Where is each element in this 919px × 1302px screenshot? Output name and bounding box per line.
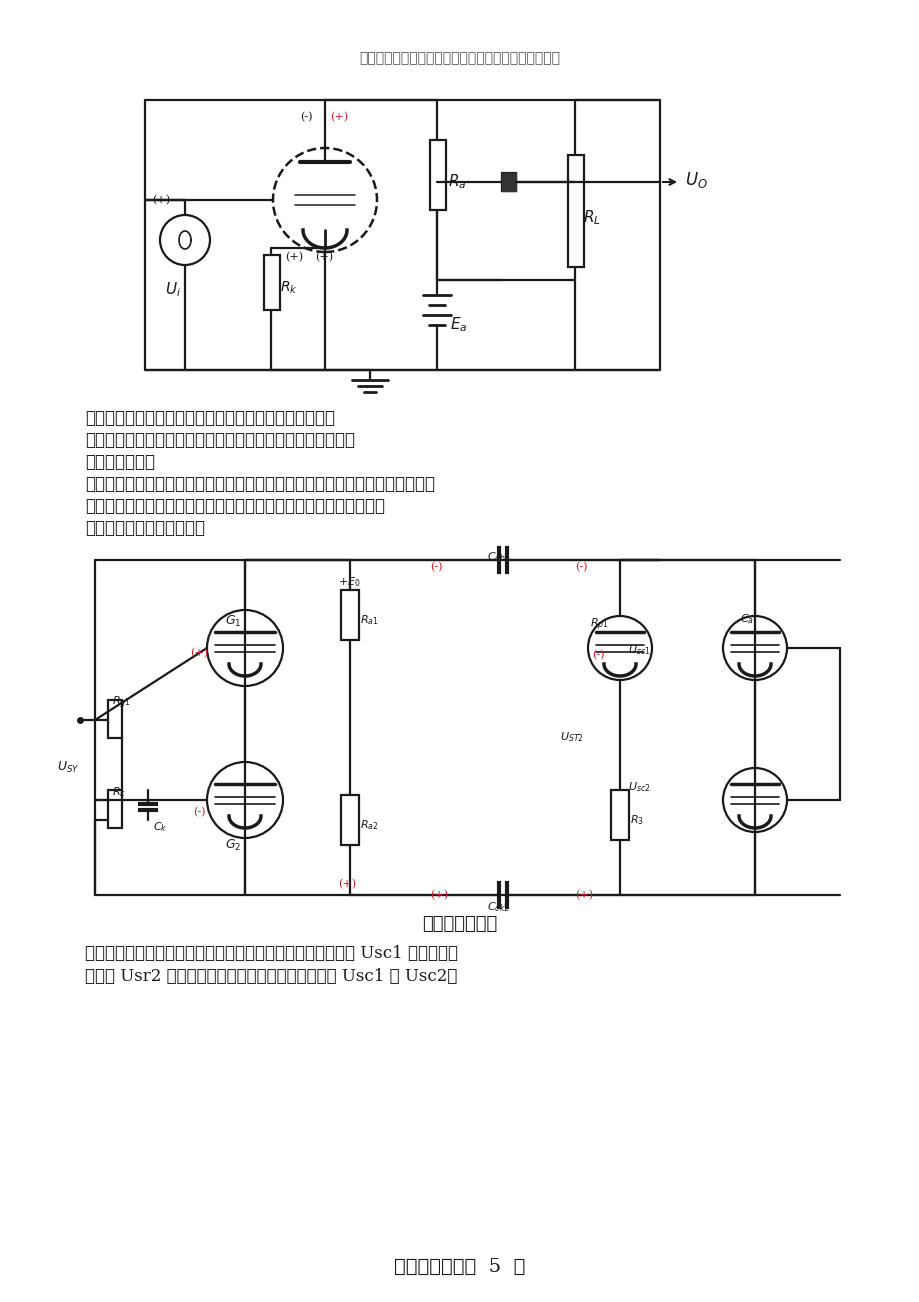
- Text: $R_k$: $R_k$: [279, 280, 297, 297]
- Text: $R_{a2}$: $R_{a2}$: [359, 818, 379, 832]
- Text: 【精品文档】第  5  页: 【精品文档】第 5 页: [394, 1258, 525, 1276]
- Text: $G_1$: $G_1$: [225, 615, 241, 629]
- Bar: [429, 141, 446, 210]
- Text: +$E_0$: +$E_0$: [337, 575, 360, 589]
- Text: $R_3$: $R_3$: [630, 812, 643, 827]
- Text: $R_{g1}$: $R_{g1}$: [112, 695, 130, 711]
- Text: $C_{ck2}$: $C_{ck2}$: [486, 900, 509, 914]
- Text: (+): (+): [574, 889, 593, 900]
- Text: (+): (+): [285, 253, 302, 262]
- Text: (-): (-): [591, 650, 604, 660]
- Text: 常见的倒相电路如图所示：: 常见的倒相电路如图所示：: [85, 519, 205, 536]
- Text: $C_{ch1}$: $C_{ch1}$: [486, 549, 510, 564]
- Text: (+): (+): [429, 889, 448, 900]
- Text: $E_a$: $E_a$: [449, 315, 467, 333]
- Text: $R_{a1}$: $R_{a1}$: [359, 613, 379, 626]
- Text: 分信号 Usr2 供给下管进行放大，得到一对倒相信号 Usc1 和 Usc2。: 分信号 Usr2 供给下管进行放大，得到一对倒相信号 Usc1 和 Usc2。: [85, 967, 457, 986]
- Text: $C_a$: $C_a$: [739, 612, 754, 626]
- Text: $U_O$: $U_O$: [685, 171, 707, 190]
- Polygon shape: [502, 173, 516, 191]
- Text: 精品文档，仅供学习与交流，如有侵权请联系网站删除: 精品文档，仅供学习与交流，如有侵权请联系网站删除: [359, 51, 560, 65]
- Text: 采用这种相位标注法可以为日后判断反馈相位提供一定的基础: 采用这种相位标注法可以为日后判断反馈相位提供一定的基础: [85, 432, 355, 449]
- Text: $U_i$: $U_i$: [165, 280, 181, 298]
- Text: (-): (-): [574, 561, 587, 572]
- Text: (-): (-): [429, 561, 442, 572]
- Text: $G_2$: $G_2$: [225, 838, 241, 853]
- Text: (+): (+): [337, 879, 356, 889]
- Bar: [341, 590, 358, 641]
- Text: (+): (+): [152, 195, 170, 206]
- Text: 相位已经标注在图上分析。这种倒相主要是从上管的输出信号 Usc1 中取出一部: 相位已经标注在图上分析。这种倒相主要是从上管的输出信号 Usc1 中取出一部: [85, 945, 458, 962]
- Bar: [567, 155, 584, 267]
- Bar: [108, 700, 122, 738]
- Bar: [610, 790, 629, 840]
- Text: $U_{sc1}$: $U_{sc1}$: [628, 643, 650, 656]
- Bar: [108, 790, 122, 828]
- Text: 倒相级也属于电压放大器的一种，它的分析计算方法原理同普通电压放大单元，: 倒相级也属于电压放大器的一种，它的分析计算方法原理同普通电压放大单元，: [85, 477, 435, 493]
- Text: $U_{sc2}$: $U_{sc2}$: [628, 780, 650, 794]
- Text: (-): (-): [193, 807, 205, 816]
- Text: 它负责产生一对幅值相等，相位相反的信号以提供推挽输出级使用。: 它负责产生一对幅值相等，相位相反的信号以提供推挽输出级使用。: [85, 497, 384, 516]
- Text: (+): (+): [314, 253, 333, 262]
- Bar: [502, 173, 516, 191]
- Text: (+): (+): [330, 112, 347, 122]
- Text: $U_{SY}$: $U_{SY}$: [57, 760, 79, 775]
- Text: 图中黑色标号表示栅极做输入端，红色表示阴极做输入端: 图中黑色标号表示栅极做输入端，红色表示阴极做输入端: [85, 410, 335, 427]
- Bar: [341, 796, 358, 845]
- Text: $R_{p1}$: $R_{p1}$: [589, 617, 608, 633]
- Text: $R_k$: $R_k$: [112, 785, 126, 799]
- Text: 分压式倒相电路: 分压式倒相电路: [422, 915, 497, 934]
- Text: $U_{ST2}$: $U_{ST2}$: [560, 730, 584, 743]
- Text: $R_a$: $R_a$: [448, 172, 466, 190]
- Text: (+): (+): [190, 647, 208, 658]
- Bar: [264, 255, 279, 310]
- Text: (-): (-): [300, 112, 312, 122]
- Text: $C_k$: $C_k$: [153, 820, 167, 833]
- Text: $R_L$: $R_L$: [583, 208, 600, 227]
- Text: 倒相级简易介绍: 倒相级简易介绍: [85, 454, 154, 471]
